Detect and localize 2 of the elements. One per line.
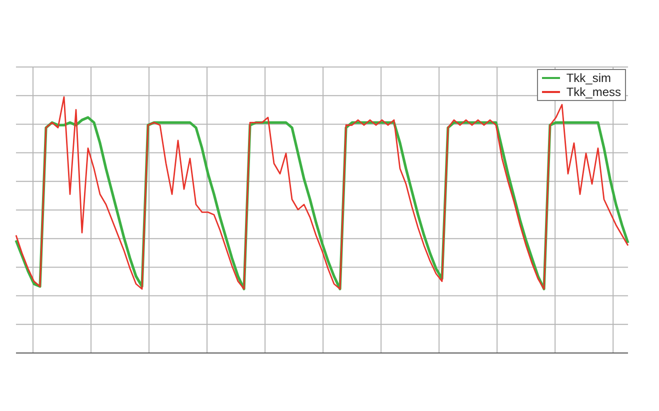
legend-label: Tkk_sim [566, 71, 611, 85]
legend-label: Tkk_mess [566, 85, 621, 99]
